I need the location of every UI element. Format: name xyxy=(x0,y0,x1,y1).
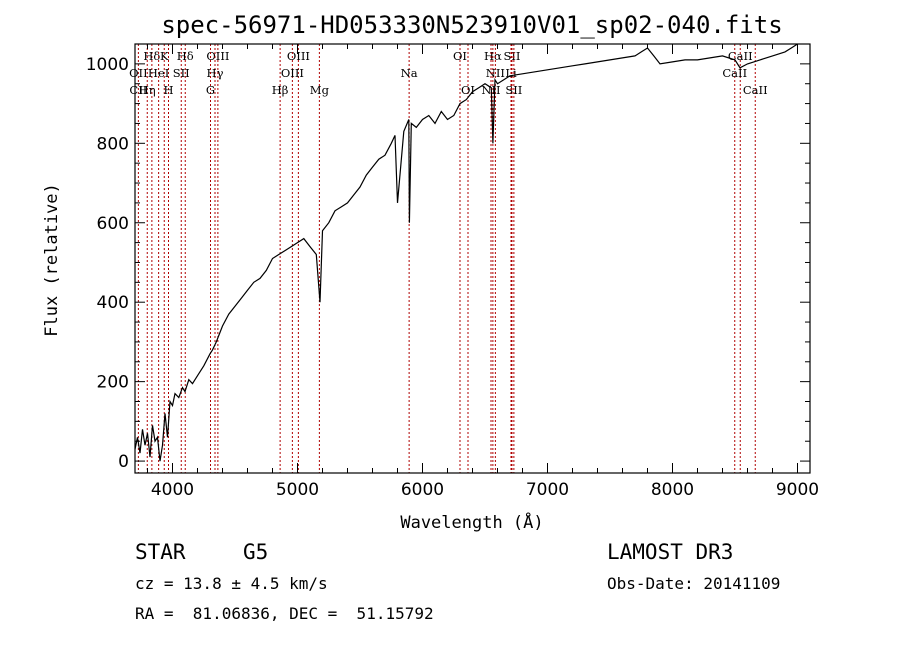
spectral-line-label-16: Na xyxy=(401,66,418,80)
observation-date: Obs-Date: 20141109 xyxy=(607,574,781,593)
survey-name: LAMOST DR3 xyxy=(607,540,734,564)
axes: 4000 5000 6000 7000 8000 9000 0 200 400 600 800 100… xyxy=(86,43,819,500)
spectral-line-label-8: G xyxy=(206,83,215,97)
plot-frame xyxy=(134,43,811,474)
spectral-line-label-24: SII xyxy=(505,83,522,97)
spectral-line-label-19: Hα xyxy=(484,49,502,63)
spectral-line-label-2: Hδ xyxy=(177,49,194,63)
y-tick-label-600: 600 xyxy=(97,214,129,234)
x-tick-label-6000: 6000 xyxy=(401,480,444,500)
spectral-line-label-6: OIII xyxy=(206,49,229,63)
x-tick-label-5000: 5000 xyxy=(276,480,319,500)
spectral-line-label-9: CII xyxy=(129,83,147,97)
flux-series xyxy=(134,43,798,462)
spectral-line-label-14: OIII xyxy=(281,66,304,80)
spectral-line-label-21: NII xyxy=(486,66,505,80)
spectral-line-label-22: Li xyxy=(505,66,517,80)
spectral-line-label-18: OI xyxy=(461,83,475,97)
spectral-line-label-27: CaII xyxy=(743,83,768,97)
flux-line xyxy=(134,43,798,462)
spectral-line-label-7: Hγ xyxy=(207,66,224,80)
y-axis-label: Flux (relative) xyxy=(42,183,62,337)
spectral-line-label-10: Hη xyxy=(139,83,156,97)
spectral-line-label-4: HeI xyxy=(148,66,169,80)
spectral-line-label-11: H xyxy=(163,83,173,97)
y-tick-label-800: 800 xyxy=(97,134,129,154)
spectral-line-label-1: K xyxy=(160,49,169,63)
spectral-line-label-12: Hβ xyxy=(272,83,289,97)
spectral-line-label-15: Mg xyxy=(310,83,330,97)
spectral-line-label-20: SII xyxy=(504,49,521,63)
y-tick-label-1000: 1000 xyxy=(86,55,129,75)
x-tick-label-9000: 9000 xyxy=(776,480,819,500)
x-tick-label-4000: 4000 xyxy=(151,480,194,500)
redshift-cz: cz = 13.8 ± 4.5 km/s xyxy=(135,574,328,593)
spectral-line-label-17: OI xyxy=(453,49,467,63)
y-tick-label-400: 400 xyxy=(97,293,129,313)
y-tick-label-200: 200 xyxy=(97,373,129,393)
spectral-line-label-13: OIII xyxy=(287,49,310,63)
spectral-line-label-5: SII xyxy=(173,66,190,80)
x-tick-label-7000: 7000 xyxy=(526,480,569,500)
coordinates: RA = 81.06836, DEC = 51.15792 xyxy=(135,604,434,623)
chart-title: spec-56971-HD053330N523910V01_sp02-040.f… xyxy=(161,11,782,39)
x-tick-label-8000: 8000 xyxy=(651,480,694,500)
spectral-line-label-0: Hδ xyxy=(143,49,160,63)
spectral-line-label-26: CaII xyxy=(722,66,747,80)
y-tick-label-0: 0 xyxy=(118,452,129,472)
x-axis-label: Wavelength (Å) xyxy=(400,511,543,533)
object-subclass: G5 xyxy=(243,540,269,564)
spectral-line-label-3: OII xyxy=(129,66,148,80)
object-class: STAR xyxy=(135,540,186,564)
spectral-line-label-25: CaII xyxy=(728,49,753,63)
